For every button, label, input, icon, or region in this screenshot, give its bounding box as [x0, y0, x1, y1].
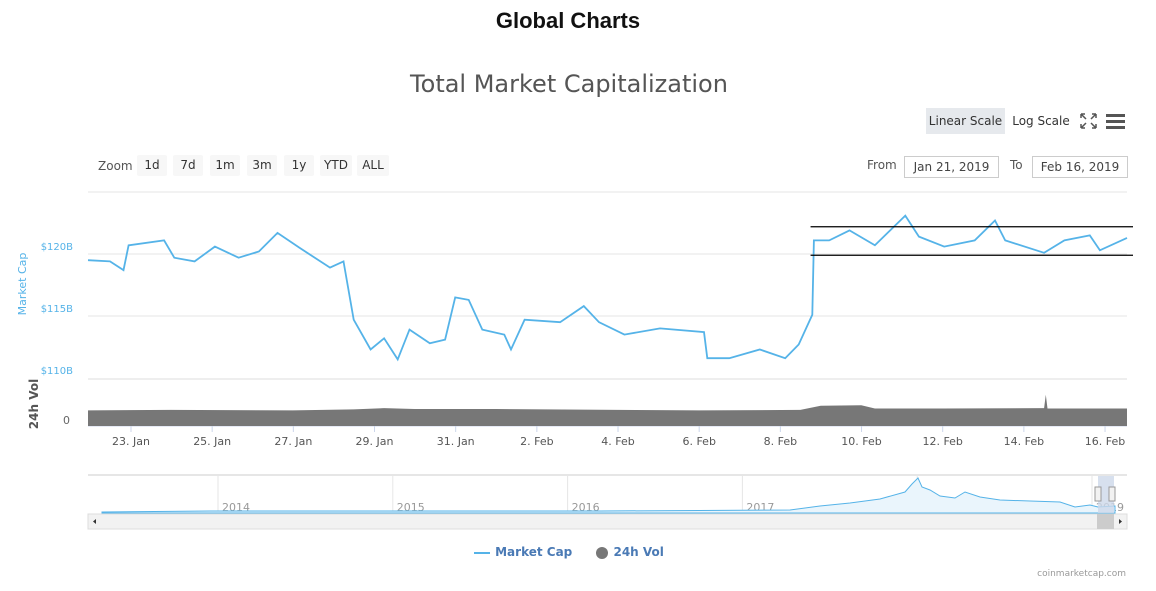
to-label: To [1010, 158, 1023, 172]
from-date-input[interactable]: Jan 21, 2019 [904, 156, 999, 178]
zoom-label: Zoom [98, 159, 133, 173]
navigator-handle-left[interactable] [1094, 486, 1102, 502]
x-tick-label: 29. Jan [356, 435, 394, 448]
x-tick-label: 10. Feb [841, 435, 881, 448]
scroll-right-icon[interactable] [1119, 519, 1122, 524]
from-label: From [867, 158, 897, 172]
x-tick-label: 2. Feb [520, 435, 553, 448]
navigator-handle-right[interactable] [1108, 486, 1116, 502]
vol-tick-0: 0 [63, 414, 70, 427]
x-tick-label: 8. Feb [764, 435, 797, 448]
x-tick-label: 14. Feb [1004, 435, 1044, 448]
x-tick-label: 16. Feb [1085, 435, 1125, 448]
scroll-left-icon[interactable] [93, 519, 96, 524]
legend-item-24h-vol[interactable]: 24h Vol [596, 545, 664, 559]
line-icon [474, 551, 491, 554]
menu-icon[interactable] [1106, 113, 1125, 129]
y-tick-label: $115B [41, 304, 73, 315]
x-tick-label: 27. Jan [274, 435, 312, 448]
zoom-ytd-button[interactable]: YTD [320, 155, 352, 176]
navigator-selection[interactable] [1098, 476, 1114, 513]
circle-icon [596, 546, 609, 559]
x-tick-label: 23. Jan [112, 435, 150, 448]
x-tick-label: 12. Feb [922, 435, 962, 448]
y-axis-label: Market Cap [16, 253, 29, 316]
scrollbar[interactable] [87, 513, 1128, 530]
market-cap-line [87, 214, 1128, 362]
credit-link[interactable]: coinmarketcap.com [1037, 569, 1126, 579]
vol-axis-label: 24h Vol [27, 379, 41, 429]
navigator[interactable]: 201420152016201720182019 [87, 474, 1128, 530]
navigator-series [101, 477, 1116, 514]
zoom-1m-button[interactable]: 1m [210, 155, 240, 176]
zoom-1d-button[interactable]: 1d [137, 155, 167, 176]
log-scale-button[interactable]: Log Scale [1012, 114, 1070, 128]
x-tick-label: 25. Jan [193, 435, 231, 448]
zoom-3m-button[interactable]: 3m [247, 155, 277, 176]
linear-scale-button[interactable]: Linear Scale [926, 108, 1005, 134]
chart-title: Total Market Capitalization [410, 70, 728, 98]
zoom-all-button[interactable]: ALL [357, 155, 389, 176]
x-tick-label: 31. Jan [437, 435, 475, 448]
y-tick-label: $120B [41, 242, 73, 253]
volume-area [88, 394, 1127, 426]
y-tick-label: $110B [41, 366, 73, 377]
fullscreen-icon[interactable] [1080, 113, 1097, 129]
legend: Market Cap 24h Vol [0, 545, 1138, 559]
legend-item-market-cap[interactable]: Market Cap [474, 545, 572, 559]
zoom-1y-button[interactable]: 1y [284, 155, 314, 176]
to-date-input[interactable]: Feb 16, 2019 [1032, 156, 1128, 178]
x-tick-label: 6. Feb [682, 435, 715, 448]
page-title: Global Charts [495, 8, 641, 33]
zoom-7d-button[interactable]: 7d [173, 155, 203, 176]
x-tick-label: 4. Feb [601, 435, 634, 448]
scrollbar-thumb[interactable] [1097, 514, 1114, 529]
